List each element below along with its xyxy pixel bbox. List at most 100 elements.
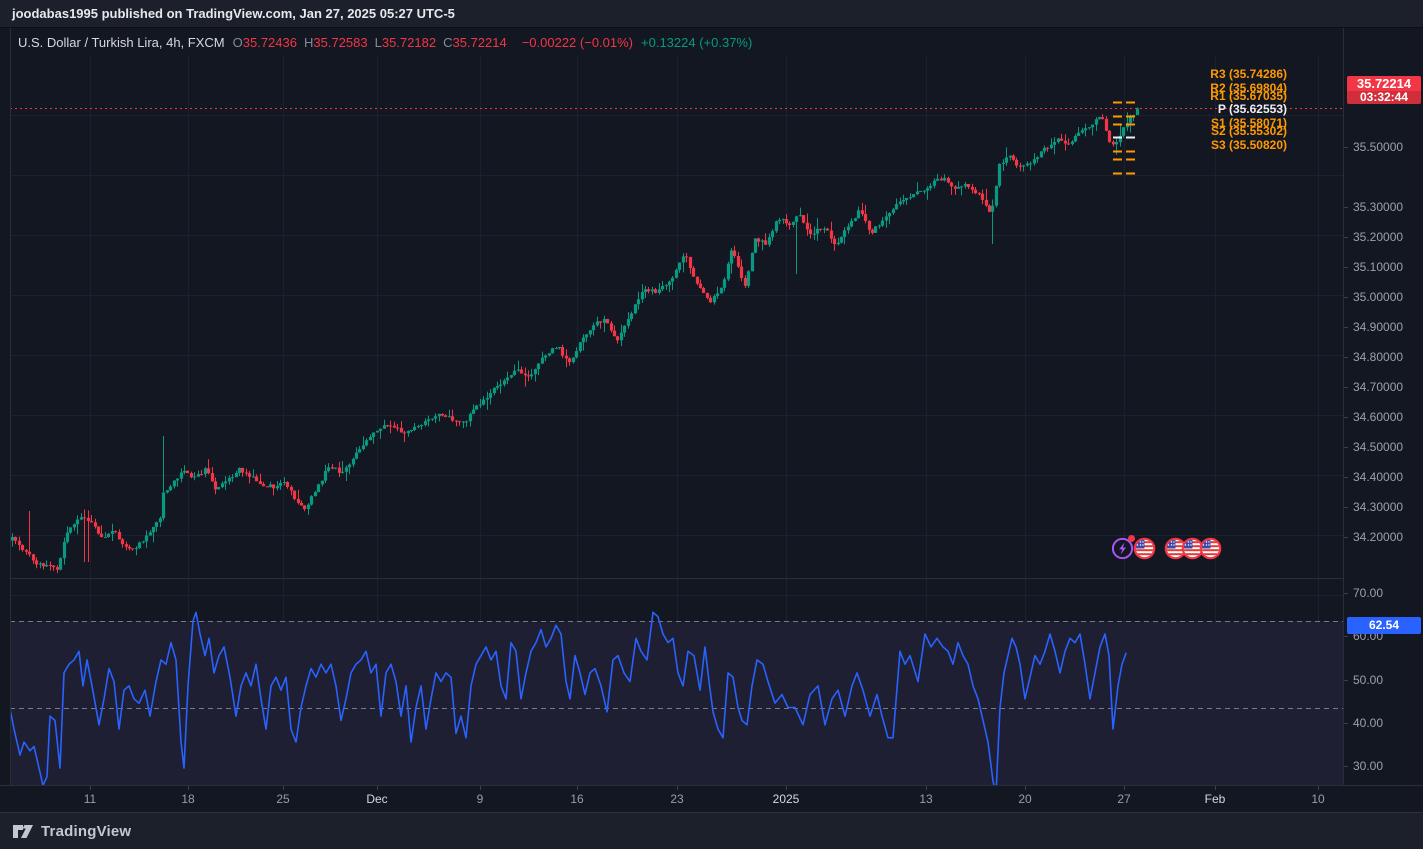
time-axis-label: 16 [570, 792, 584, 806]
pane-divider[interactable] [10, 578, 1423, 579]
axis-tick [786, 786, 787, 790]
tradingview-logo-icon [13, 825, 33, 838]
axis-tick [1344, 593, 1348, 594]
pivot-label: P (35.62553) [1217, 102, 1287, 117]
axis-tick [1344, 722, 1348, 724]
time-axis-label: 20 [1018, 792, 1032, 806]
rsi-chart-canvas[interactable] [10, 607, 1343, 813]
ohlc-values: O35.72436 H35.72583 L35.72182 C35.72214 [233, 35, 514, 50]
ohlc-item: O35.72436 [232, 35, 297, 50]
ohlc-item: L35.72182 [374, 35, 437, 50]
price-axis-label: 35.20000 [1353, 230, 1404, 244]
change-value: −0.00222 (−0.01%) [521, 35, 634, 50]
axis-tick [1025, 786, 1026, 790]
price-axis-label: 35.00000 [1353, 290, 1404, 304]
us-flag-event-icon[interactable] [1133, 537, 1156, 560]
time-axis-label: 18 [181, 792, 195, 806]
axis-tick [283, 786, 284, 790]
time-axis-label: Feb [1204, 792, 1226, 806]
axis-tick [1344, 267, 1348, 268]
axis-tick [1344, 447, 1348, 448]
price-axis-label: 34.80000 [1353, 350, 1404, 364]
ohlc-item: H35.72583 [303, 35, 368, 50]
axis-tick [1344, 537, 1348, 538]
pivot-label: R1 (35.67035) [1210, 88, 1287, 103]
pivot-label: S1 (35.58071) [1210, 115, 1287, 130]
axis-tick [1344, 507, 1348, 508]
attribution-text: joodabas1995 published on TradingView.co… [12, 6, 455, 21]
us-flag-event-icon[interactable] [1199, 537, 1222, 560]
axis-tick [1344, 766, 1348, 767]
time-axis-label: 25 [276, 792, 290, 806]
axis-tick [577, 786, 578, 790]
axis-tick [1344, 207, 1348, 208]
axis-tick [188, 786, 189, 790]
axis-tick [677, 786, 678, 790]
price-axis-label: 35.30000 [1353, 200, 1404, 214]
axis-tick [90, 786, 91, 790]
pivot-label: R2 (35.69804) [1210, 80, 1287, 95]
attribution-bar: joodabas1995 published on TradingView.co… [0, 0, 1423, 28]
pivot-label: R3 (35.74286) [1210, 67, 1287, 82]
time-axis-label: 13 [919, 792, 933, 806]
time-axis-label: 9 [476, 792, 484, 806]
time-axis-label: 23 [670, 792, 684, 806]
axis-tick [1215, 786, 1216, 790]
rsi-axis-label: 30.00 [1353, 759, 1384, 773]
axis-tick [1344, 147, 1348, 148]
price-axis-label: 34.20000 [1353, 530, 1404, 544]
symbol-title: U.S. Dollar / Turkish Lira, 4h, FXCM [18, 35, 225, 50]
axis-tick [1344, 679, 1348, 681]
rsi-axis-label: 40.00 [1353, 715, 1384, 730]
chart-frame-border [10, 28, 11, 812]
time-axis-label: 2025 [772, 792, 800, 806]
notification-dot [1128, 535, 1135, 542]
tradingview-brand-text: TradingView [41, 822, 132, 840]
ohlc-item: C35.72214 [443, 35, 507, 50]
last-price-value: 35.72214 [1356, 76, 1412, 92]
economic-event-lightning-icon[interactable] [1111, 537, 1134, 560]
axis-tick [1344, 636, 1348, 638]
time-axis-label: Dec [366, 792, 388, 806]
time-scale[interactable]: 11 18 25 Dec 9 16 23 2025 13 20 27 Feb 10 [0, 785, 1423, 812]
pivot-label: S3 (35.50820) [1210, 137, 1287, 152]
us-flag-event-icon[interactable] [1164, 537, 1187, 560]
axis-tick [1344, 297, 1348, 298]
session-change-value: +0.13224 (+0.37%) [641, 35, 753, 50]
price-axis-label: 34.40000 [1353, 470, 1404, 484]
price-axis-label: 34.60000 [1353, 410, 1404, 424]
chart-legend: U.S. Dollar / Turkish Lira, 4h, FXCM O35… [18, 35, 752, 50]
bar-countdown: 03:32:44 [1347, 91, 1421, 105]
axis-tick [1344, 357, 1348, 358]
axis-tick [1344, 387, 1348, 388]
axis-tick [377, 786, 378, 790]
pivot-label: S2 (35.55302) [1210, 124, 1287, 139]
time-axis-label: 11 [83, 792, 97, 806]
price-axis-label: 35.10000 [1353, 260, 1404, 274]
footer-bar: TradingView [0, 812, 1423, 849]
axis-tick [1344, 417, 1348, 418]
price-scale[interactable]: 35.50000 35.30000 35.20000 35.10000 35.00000… [1343, 28, 1423, 785]
price-axis-label: 34.30000 [1353, 500, 1404, 514]
time-axis-label: 10 [1311, 792, 1325, 806]
axis-tick [1344, 327, 1348, 328]
rsi-axis-label: 50.00 [1353, 672, 1384, 687]
chart-area [0, 28, 1423, 813]
axis-tick [480, 786, 481, 790]
price-chart-canvas[interactable] [10, 56, 1343, 607]
axis-tick [1124, 786, 1125, 790]
axis-tick [1344, 237, 1348, 238]
time-axis-label: 27 [1117, 792, 1131, 806]
rsi-value-badge: 62.54 [1347, 617, 1421, 635]
rsi-axis-label: 70.00 [1353, 586, 1384, 600]
price-axis-label: 34.90000 [1353, 320, 1404, 334]
axis-tick [1318, 786, 1319, 790]
axis-tick [1344, 477, 1348, 478]
price-axis-label: 34.50000 [1353, 440, 1404, 454]
us-flag-event-icon[interactable] [1181, 537, 1204, 560]
axis-tick [926, 786, 927, 790]
price-axis-label: 35.50000 [1353, 140, 1404, 154]
last-price-badge: 35.72214 03:32:44 [1347, 76, 1421, 105]
tradingview-logo-link[interactable]: TradingView [12, 820, 131, 842]
